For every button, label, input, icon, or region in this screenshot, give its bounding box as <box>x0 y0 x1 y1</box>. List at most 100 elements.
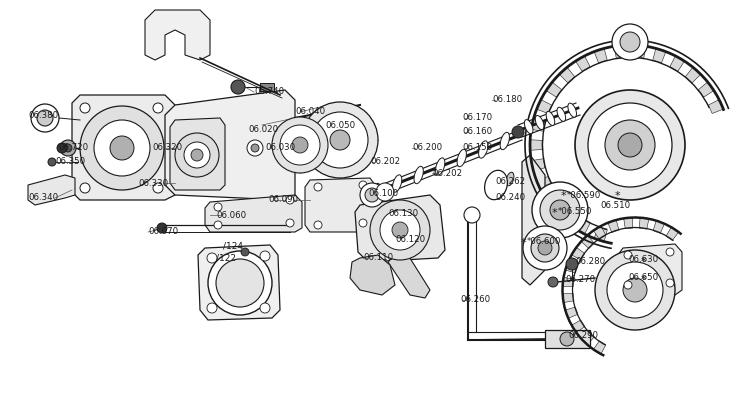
Polygon shape <box>198 245 280 320</box>
Text: *: * <box>560 191 566 201</box>
Polygon shape <box>305 178 375 232</box>
Bar <box>260 83 274 91</box>
Polygon shape <box>685 67 701 83</box>
Ellipse shape <box>371 183 380 201</box>
Circle shape <box>80 183 90 193</box>
Polygon shape <box>565 262 578 273</box>
Polygon shape <box>522 155 545 285</box>
Circle shape <box>380 210 420 250</box>
Polygon shape <box>562 277 574 287</box>
Ellipse shape <box>500 132 510 150</box>
Text: *: * <box>551 208 556 218</box>
Text: 06.020: 06.020 <box>248 126 278 134</box>
Circle shape <box>57 143 67 153</box>
Text: 06.040: 06.040 <box>295 108 325 116</box>
Circle shape <box>207 303 217 313</box>
Ellipse shape <box>546 111 555 126</box>
Circle shape <box>231 80 245 94</box>
Text: 06.290: 06.290 <box>568 330 598 340</box>
Text: 06.240: 06.240 <box>495 194 525 202</box>
Text: 06.262: 06.262 <box>495 178 525 186</box>
Polygon shape <box>581 332 594 345</box>
Circle shape <box>153 183 163 193</box>
Circle shape <box>370 200 430 260</box>
Text: 06.070: 06.070 <box>148 228 178 236</box>
Circle shape <box>60 140 76 156</box>
Ellipse shape <box>496 175 504 189</box>
Circle shape <box>612 24 648 60</box>
Circle shape <box>359 219 367 227</box>
Text: *06.590: *06.590 <box>567 190 601 200</box>
Circle shape <box>37 110 53 126</box>
Circle shape <box>260 303 270 313</box>
Text: 06.202: 06.202 <box>370 158 400 166</box>
Polygon shape <box>571 247 585 260</box>
Text: 06.100: 06.100 <box>368 190 398 198</box>
Circle shape <box>216 259 264 307</box>
Polygon shape <box>624 217 633 229</box>
Circle shape <box>184 142 210 168</box>
Text: *: * <box>640 257 646 267</box>
Polygon shape <box>565 307 578 318</box>
Ellipse shape <box>535 116 544 130</box>
Text: 06.630: 06.630 <box>628 256 658 264</box>
Circle shape <box>523 226 567 270</box>
Circle shape <box>312 112 368 168</box>
Polygon shape <box>614 45 625 58</box>
Polygon shape <box>634 45 645 58</box>
Text: 06.260: 06.260 <box>460 296 490 304</box>
Text: 06.330: 06.330 <box>138 178 168 188</box>
Circle shape <box>80 106 164 190</box>
Text: 06.340: 06.340 <box>28 194 58 202</box>
Text: *06.600: *06.600 <box>527 238 562 246</box>
Polygon shape <box>593 226 606 239</box>
Polygon shape <box>576 219 590 234</box>
Polygon shape <box>536 100 551 114</box>
Circle shape <box>532 182 588 238</box>
Ellipse shape <box>506 172 514 186</box>
Polygon shape <box>571 320 585 333</box>
Circle shape <box>607 262 663 318</box>
Polygon shape <box>28 175 75 205</box>
Polygon shape <box>593 341 606 354</box>
Polygon shape <box>388 255 430 298</box>
Circle shape <box>548 277 558 287</box>
Circle shape <box>302 102 378 178</box>
Circle shape <box>365 188 379 202</box>
Circle shape <box>330 130 350 150</box>
Polygon shape <box>546 82 562 97</box>
Circle shape <box>286 219 294 227</box>
Text: 06.380: 06.380 <box>28 110 58 120</box>
Text: 06.180: 06.180 <box>492 96 522 104</box>
Text: *: * <box>520 238 526 248</box>
Text: 06.030: 06.030 <box>265 144 295 152</box>
Text: 06.050: 06.050 <box>325 122 355 130</box>
Text: *: * <box>614 191 619 201</box>
Polygon shape <box>165 90 295 200</box>
Polygon shape <box>708 100 723 114</box>
Polygon shape <box>639 217 649 229</box>
Text: /122: /122 <box>216 254 236 262</box>
Text: 06.740: 06.740 <box>254 88 284 96</box>
Circle shape <box>292 137 308 153</box>
Circle shape <box>191 149 203 161</box>
Circle shape <box>175 133 219 177</box>
Text: /124: /124 <box>223 242 243 250</box>
Ellipse shape <box>568 103 576 117</box>
Text: 06.160: 06.160 <box>462 128 492 136</box>
Text: 06.720: 06.720 <box>58 144 88 152</box>
Polygon shape <box>546 193 562 208</box>
Ellipse shape <box>486 178 494 192</box>
Circle shape <box>575 90 685 200</box>
Polygon shape <box>666 227 679 240</box>
Circle shape <box>624 251 632 259</box>
Text: 06.110: 06.110 <box>363 254 393 262</box>
Text: 06.280: 06.280 <box>575 258 605 266</box>
Polygon shape <box>531 119 545 131</box>
Polygon shape <box>536 176 551 190</box>
Polygon shape <box>594 227 607 242</box>
Circle shape <box>618 133 642 157</box>
Polygon shape <box>559 67 574 83</box>
Circle shape <box>595 250 675 330</box>
Circle shape <box>359 181 367 189</box>
